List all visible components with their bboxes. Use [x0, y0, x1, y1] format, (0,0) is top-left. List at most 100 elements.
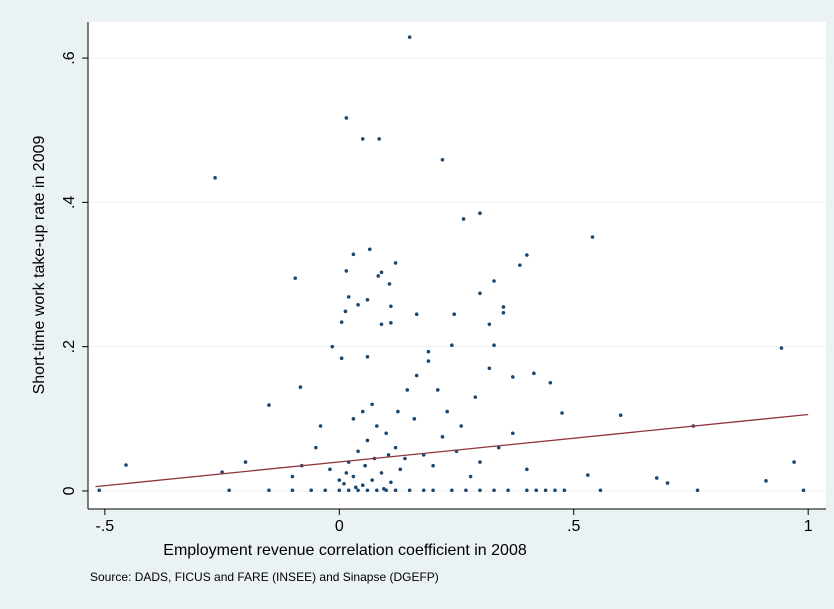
point — [473, 395, 478, 399]
point — [525, 253, 529, 257]
point — [414, 312, 419, 317]
point — [367, 247, 372, 252]
point — [598, 488, 603, 493]
point — [464, 488, 468, 493]
point — [510, 431, 515, 436]
point — [346, 295, 351, 299]
point — [375, 488, 379, 493]
point — [328, 467, 332, 472]
point — [445, 409, 449, 414]
point — [487, 322, 492, 327]
point — [356, 449, 360, 454]
point — [363, 463, 367, 468]
point — [492, 343, 496, 348]
point — [124, 463, 128, 467]
x-tick-label: 1 — [804, 518, 813, 535]
point — [384, 431, 389, 436]
point — [543, 488, 548, 493]
plot-area — [88, 22, 826, 509]
point — [323, 488, 328, 493]
point — [431, 463, 435, 468]
point — [426, 359, 431, 363]
point — [351, 417, 356, 421]
point — [293, 276, 298, 280]
point — [403, 456, 407, 461]
point — [779, 346, 784, 350]
point — [792, 460, 796, 464]
point — [532, 371, 536, 376]
point — [398, 467, 403, 472]
point — [375, 424, 379, 428]
y-tick-label: .6 — [61, 51, 78, 64]
point — [461, 217, 466, 221]
point — [501, 305, 506, 309]
point — [407, 488, 412, 493]
point — [459, 424, 464, 428]
point — [370, 478, 374, 482]
point — [389, 480, 393, 485]
x-tick-label: 0 — [335, 518, 344, 535]
point — [365, 297, 370, 302]
point — [440, 435, 445, 439]
point — [344, 116, 349, 120]
point — [344, 471, 349, 475]
point — [243, 460, 248, 464]
point — [764, 479, 768, 483]
point — [387, 282, 392, 286]
point — [478, 291, 482, 296]
point — [393, 261, 398, 265]
point — [330, 344, 335, 349]
point — [407, 35, 412, 39]
point — [377, 137, 381, 141]
point — [435, 388, 440, 392]
point — [360, 137, 365, 141]
point — [365, 354, 370, 359]
point — [548, 380, 553, 385]
point — [421, 488, 426, 493]
point — [360, 483, 365, 487]
source-note: Source: DADS, FICUS and FARE (INSEE) and… — [90, 570, 439, 584]
point — [654, 476, 659, 480]
y-tick-label: .2 — [61, 340, 78, 353]
point — [492, 279, 496, 283]
point — [412, 417, 417, 421]
point — [452, 312, 456, 317]
point — [389, 321, 393, 325]
point — [309, 488, 313, 493]
point — [343, 309, 348, 314]
point — [478, 211, 482, 215]
point — [351, 252, 356, 257]
point — [97, 488, 102, 493]
point — [379, 471, 384, 475]
x-axis-title: Employment revenue correlation coefficie… — [163, 542, 527, 559]
point — [590, 235, 595, 239]
point — [379, 270, 384, 275]
point — [356, 303, 360, 307]
point — [414, 373, 419, 378]
point — [360, 409, 365, 414]
point — [501, 310, 506, 315]
point — [365, 438, 370, 443]
point — [318, 424, 323, 428]
point — [450, 488, 454, 493]
point — [376, 274, 381, 278]
point — [478, 488, 482, 493]
point — [339, 320, 344, 324]
point — [267, 488, 271, 493]
point — [518, 263, 522, 267]
point — [267, 403, 271, 407]
point — [290, 474, 295, 479]
point — [396, 409, 400, 414]
point — [370, 402, 374, 407]
point — [227, 488, 231, 493]
x-tick-label: .5 — [567, 518, 580, 535]
point — [695, 488, 700, 493]
point — [356, 488, 360, 493]
point — [801, 488, 806, 493]
point — [496, 445, 501, 450]
point — [506, 488, 510, 493]
point — [586, 473, 590, 477]
point — [553, 488, 557, 493]
y-tick-label: .4 — [61, 196, 78, 209]
